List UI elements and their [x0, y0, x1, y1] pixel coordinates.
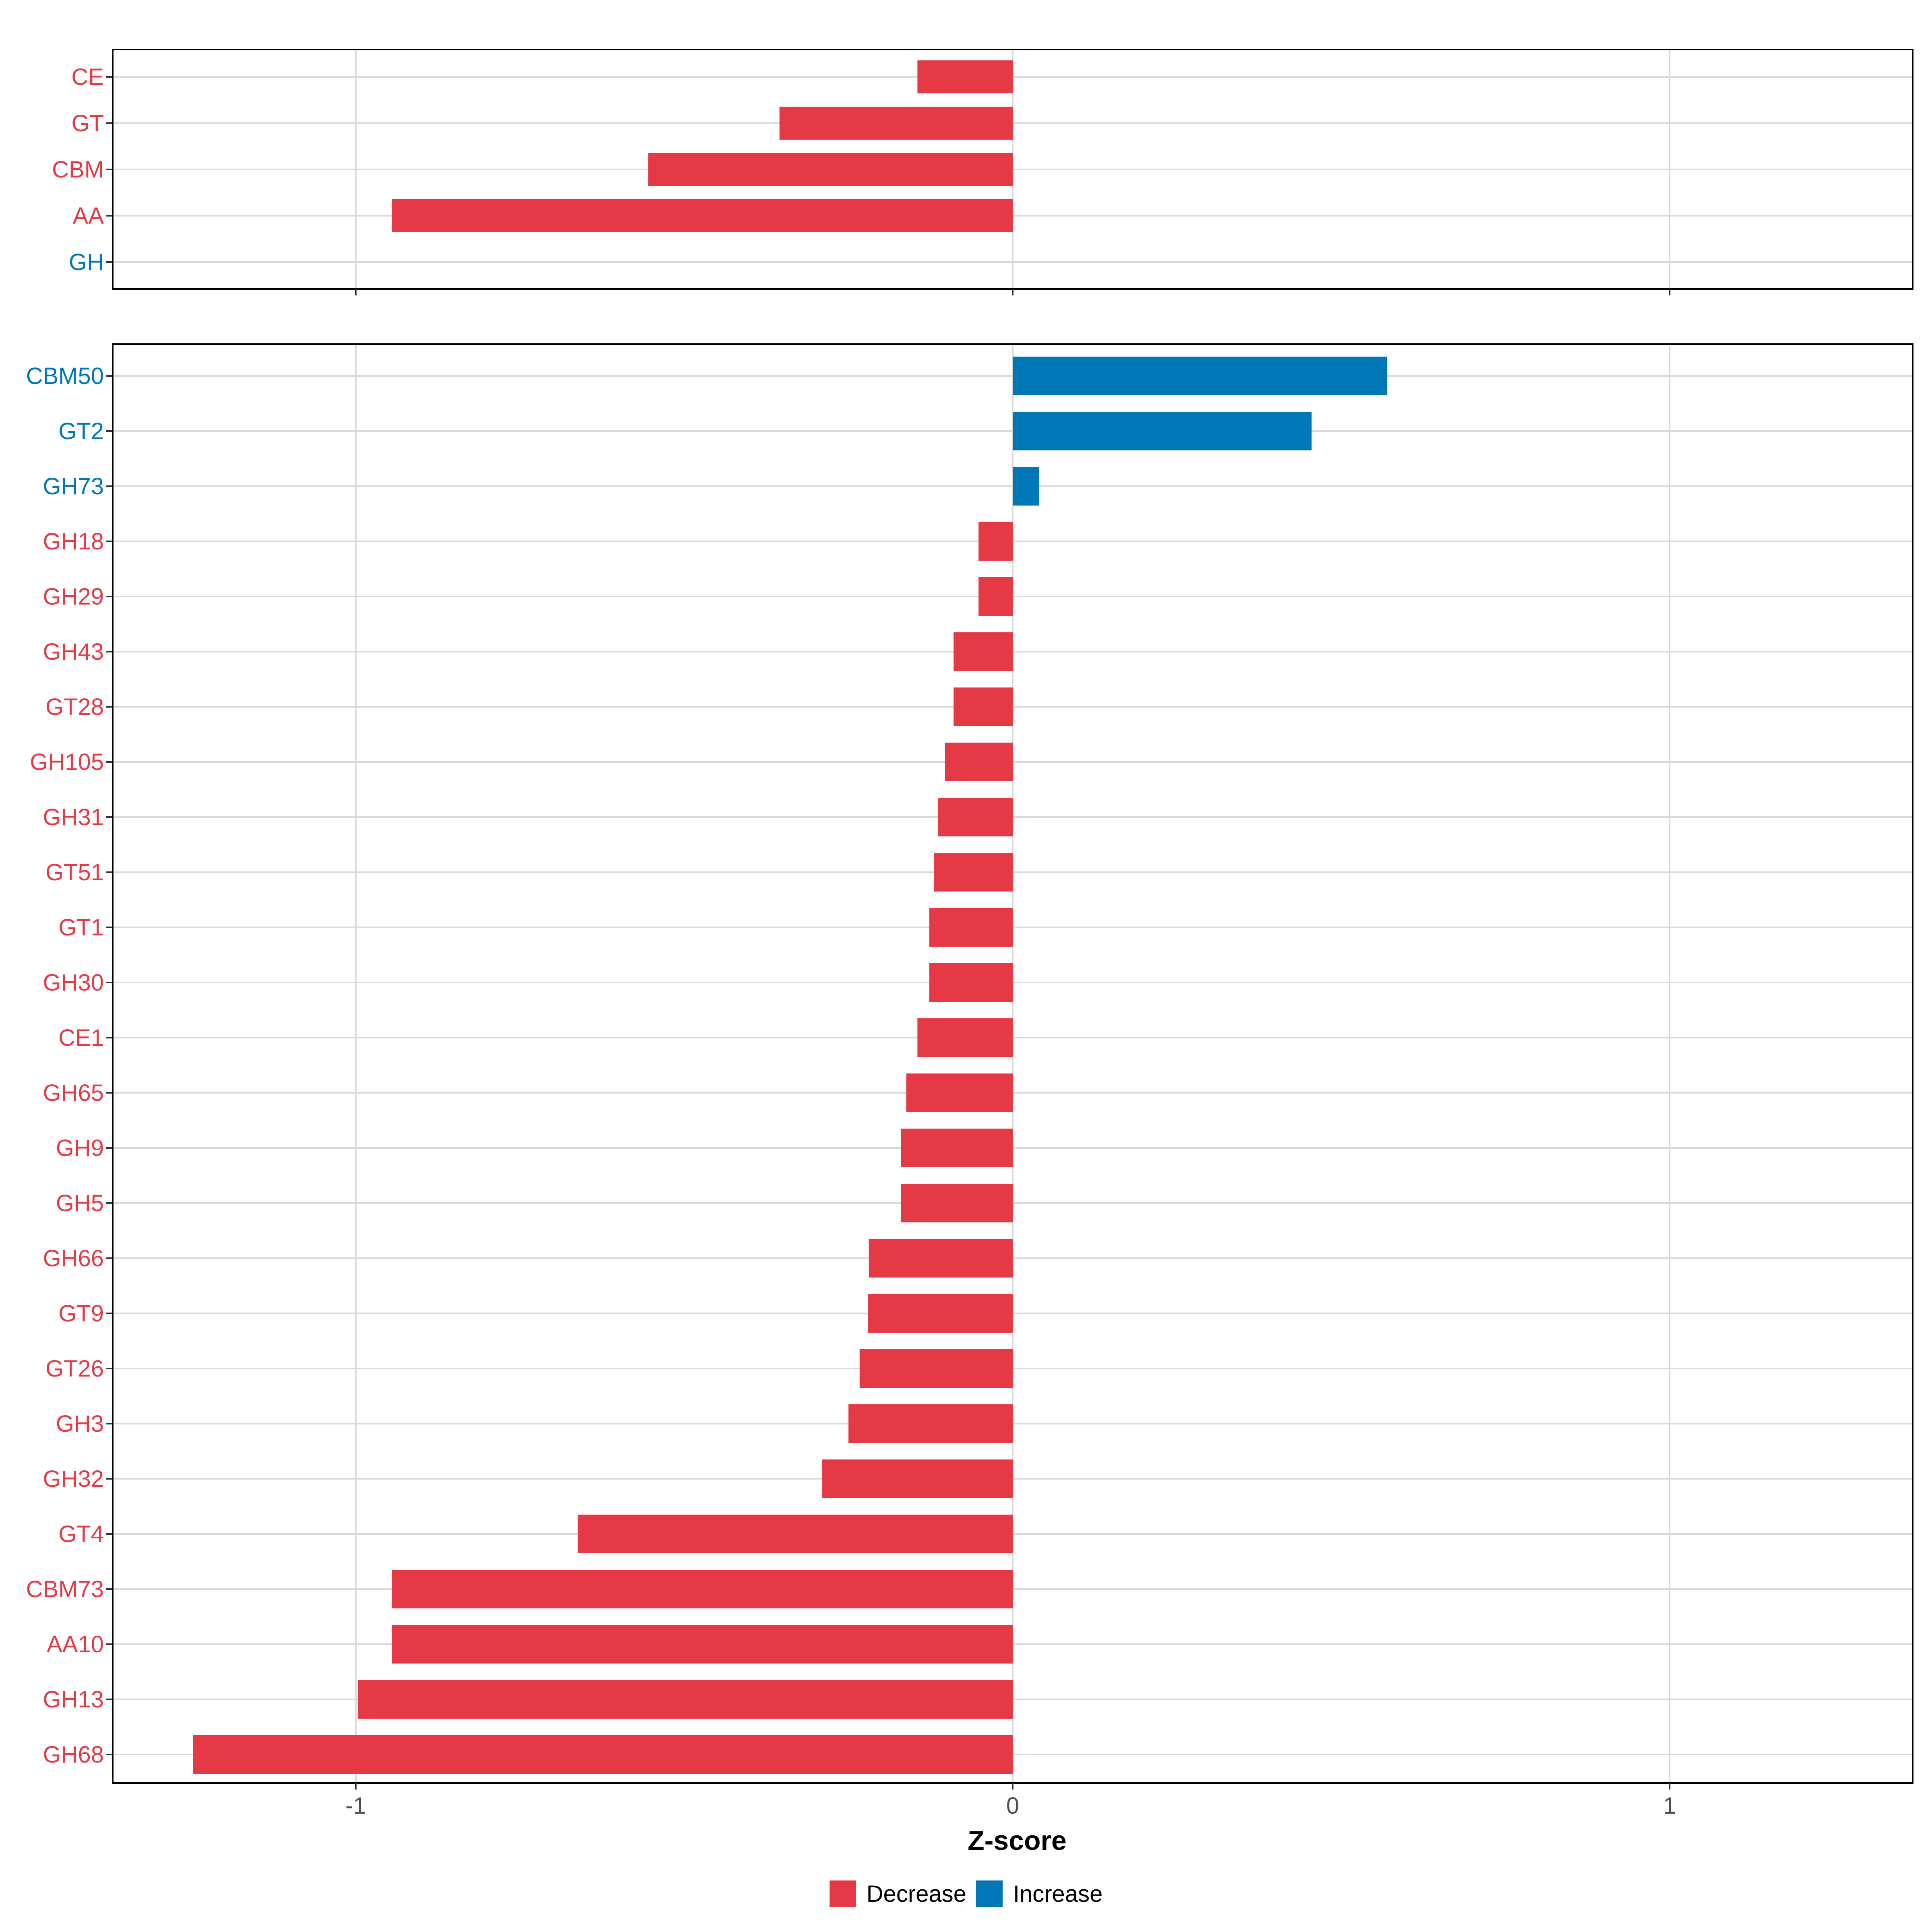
bottom-bar-ce1	[917, 1018, 1013, 1057]
bottom-ylabel-gh9: GH9	[56, 1135, 104, 1161]
legend-item-decrease: Decrease	[829, 1880, 966, 1907]
bottom-bar-cbm73	[392, 1570, 1013, 1608]
bottom-bar-gt2	[1013, 412, 1312, 450]
bottom-bar-aa10	[392, 1625, 1013, 1664]
top-ylabel-cbm: CBM	[52, 157, 104, 183]
bottom-xtick-label--1: -1	[345, 1793, 366, 1819]
top-ylabel-gh: GH	[69, 249, 104, 275]
bottom-ylabel-gt1: GT1	[58, 914, 104, 941]
bottom-bar-cbm50	[1013, 357, 1387, 395]
top-ylabel-gt: GT	[71, 110, 104, 136]
bottom-bar-gh68	[193, 1735, 1013, 1774]
bottom-bar-gh66	[869, 1239, 1013, 1278]
bottom-bar-gh9	[901, 1129, 1013, 1167]
legend: Decrease Increase	[0, 1878, 1932, 1910]
bottom-ylabel-cbm50: CBM50	[26, 363, 104, 389]
bottom-bar-gt4	[578, 1515, 1013, 1553]
bottom-bar-gh5	[901, 1184, 1013, 1222]
bottom-bar-gt28	[954, 687, 1013, 726]
bottom-bar-gt51	[934, 853, 1013, 892]
legend-label-decrease: Decrease	[866, 1880, 966, 1907]
bottom-bar-gh30	[929, 963, 1013, 1002]
bottom-ylabel-cbm73: CBM73	[26, 1576, 104, 1602]
legend-swatch-decrease	[829, 1880, 856, 1907]
top-bar-cbm	[648, 153, 1013, 186]
bottom-xtick-label-0: 0	[1006, 1793, 1019, 1819]
bottom-ylabel-gh73: GH73	[43, 473, 104, 500]
bottom-ylabel-gh13: GH13	[43, 1686, 104, 1713]
bottom-ylabel-gh32: GH32	[43, 1466, 104, 1492]
bottom-ylabel-gh43: GH43	[43, 639, 104, 665]
bottom-bar-gh32	[822, 1459, 1013, 1498]
top-panel: CE GT CBM AA GH	[52, 49, 1913, 295]
bottom-bar-gh43	[954, 632, 1013, 671]
bottom-ylabel-gh66: GH66	[43, 1245, 104, 1271]
bottom-ylabel-gh3: GH3	[56, 1411, 104, 1437]
bottom-ylabel-gh68: GH68	[43, 1742, 104, 1768]
bottom-ylabel-gt28: GT28	[45, 694, 104, 720]
bottom-ylabel-gh105: GH105	[30, 749, 104, 775]
top-bar-ce	[917, 60, 1013, 93]
bottom-ylabel-gt51: GT51	[45, 859, 104, 886]
bottom-ylabel-gh30: GH30	[43, 970, 104, 996]
bottom-bar-gt9	[868, 1294, 1013, 1333]
bottom-bar-gh18	[978, 522, 1013, 561]
bottom-bar-gh29	[978, 577, 1013, 616]
top-bar-aa	[392, 199, 1013, 232]
legend-swatch-increase	[976, 1880, 1003, 1907]
bottom-ylabel-gh65: GH65	[43, 1080, 104, 1106]
bottom-bar-gh73	[1013, 467, 1039, 506]
bottom-bar-gh105	[945, 743, 1013, 781]
x-axis-title: Z-score	[968, 1825, 1067, 1856]
legend-item-increase: Increase	[976, 1880, 1102, 1907]
bottom-bar-gh13	[357, 1680, 1013, 1719]
bottom-ylabel-gh18: GH18	[43, 528, 104, 555]
bottom-bar-gt1	[929, 908, 1013, 947]
bottom-ylabel-gt26: GT26	[45, 1356, 104, 1382]
bottom-ylabel-ce1: CE1	[58, 1025, 104, 1051]
bottom-ylabel-gt4: GT4	[58, 1521, 104, 1547]
bottom-ylabel-gh31: GH31	[43, 804, 104, 830]
bottom-xtick-label-1: 1	[1663, 1793, 1676, 1819]
bottom-bar-gh3	[848, 1404, 1013, 1443]
top-ylabel-aa: AA	[73, 203, 104, 229]
bottom-bar-gh65	[906, 1073, 1013, 1112]
top-bar-gt	[779, 107, 1013, 140]
bottom-ylabel-gh29: GH29	[43, 584, 104, 610]
bottom-ylabel-gt2: GT2	[58, 418, 104, 444]
top-ylabel-ce: CE	[71, 64, 104, 90]
bottom-ylabel-gh5: GH5	[56, 1190, 104, 1216]
bottom-bar-gh31	[937, 798, 1013, 836]
bottom-panel: CBM50GT2GH73GH18GH29GH43GT28GH105GH31GT5…	[26, 343, 1913, 1819]
bottom-bar-gt26	[859, 1349, 1013, 1388]
legend-label-increase: Increase	[1013, 1880, 1103, 1907]
bottom-ylabel-aa10: AA10	[47, 1631, 104, 1657]
bottom-ylabel-gt9: GT9	[58, 1300, 104, 1327]
